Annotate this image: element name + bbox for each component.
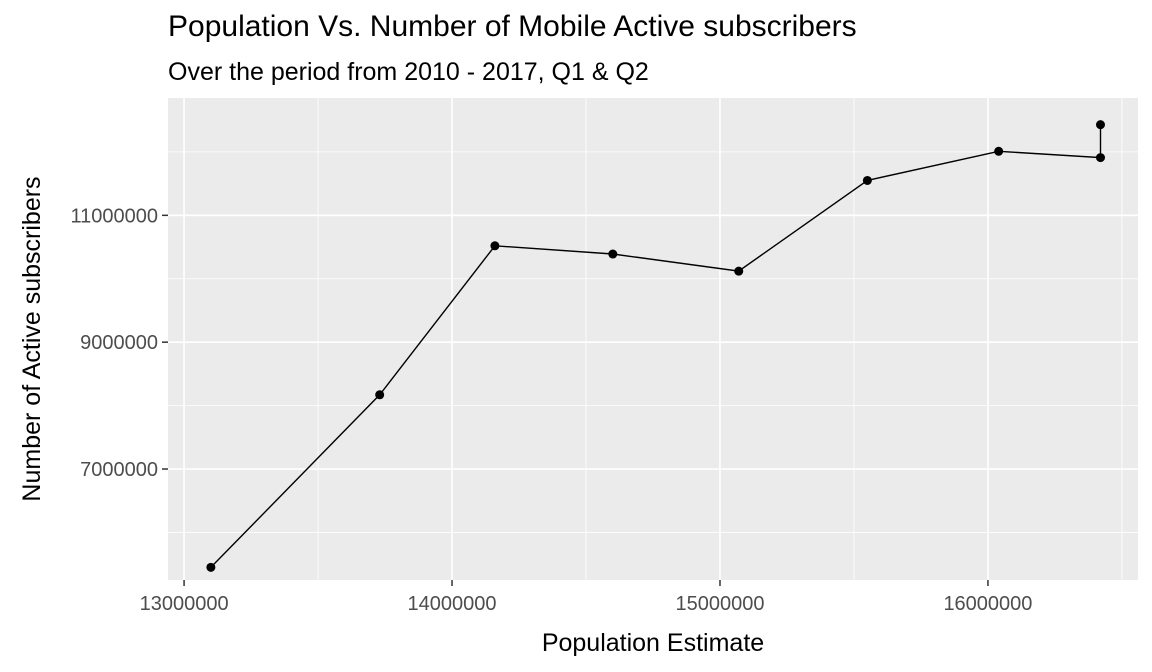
data-point xyxy=(1095,153,1105,163)
x-axis: 13000000 14000000 15000000 16000000 xyxy=(140,580,1032,615)
x-tick-label: 14000000 xyxy=(408,593,497,615)
y-axis: 7000000 9000000 11000000 xyxy=(71,205,168,481)
data-point xyxy=(490,241,500,251)
data-point xyxy=(994,146,1004,156)
x-tick-label: 15000000 xyxy=(675,593,764,615)
y-tick-label: 11000000 xyxy=(71,205,159,227)
y-tick-label: 7000000 xyxy=(80,459,158,481)
data-point xyxy=(206,562,216,572)
y-axis-title: Number of Active subscribers xyxy=(18,176,46,501)
x-tick-label: 13000000 xyxy=(140,593,229,615)
y-tick-label: 9000000 xyxy=(80,332,158,354)
data-point xyxy=(734,266,744,276)
x-axis-title: Population Estimate xyxy=(542,629,764,657)
series-layer xyxy=(206,120,1105,572)
data-point xyxy=(862,175,872,185)
plot-panel xyxy=(168,98,1138,580)
data-point xyxy=(375,390,385,400)
grid-major xyxy=(168,98,1138,580)
chart-title: Population Vs. Number of Mobile Active s… xyxy=(168,10,857,43)
chart-subtitle: Over the period from 2010 - 2017, Q1 & Q… xyxy=(168,58,649,86)
data-point xyxy=(608,249,618,259)
data-point xyxy=(1095,120,1105,130)
x-tick-label: 16000000 xyxy=(943,593,1032,615)
grid-minor xyxy=(168,98,1138,580)
